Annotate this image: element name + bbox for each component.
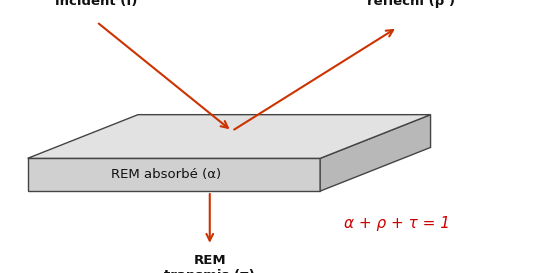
Text: REM
réfléchi (ρ ): REM réfléchi (ρ ) [367, 0, 455, 8]
Text: REM
incident (I): REM incident (I) [55, 0, 138, 8]
Polygon shape [28, 158, 320, 191]
Polygon shape [28, 115, 431, 158]
Polygon shape [320, 115, 431, 191]
Text: α + ρ + τ = 1: α + ρ + τ = 1 [344, 216, 450, 231]
Text: REM absorbé (α): REM absorbé (α) [110, 168, 221, 181]
Text: REM
transmis (τ): REM transmis (τ) [164, 254, 255, 273]
